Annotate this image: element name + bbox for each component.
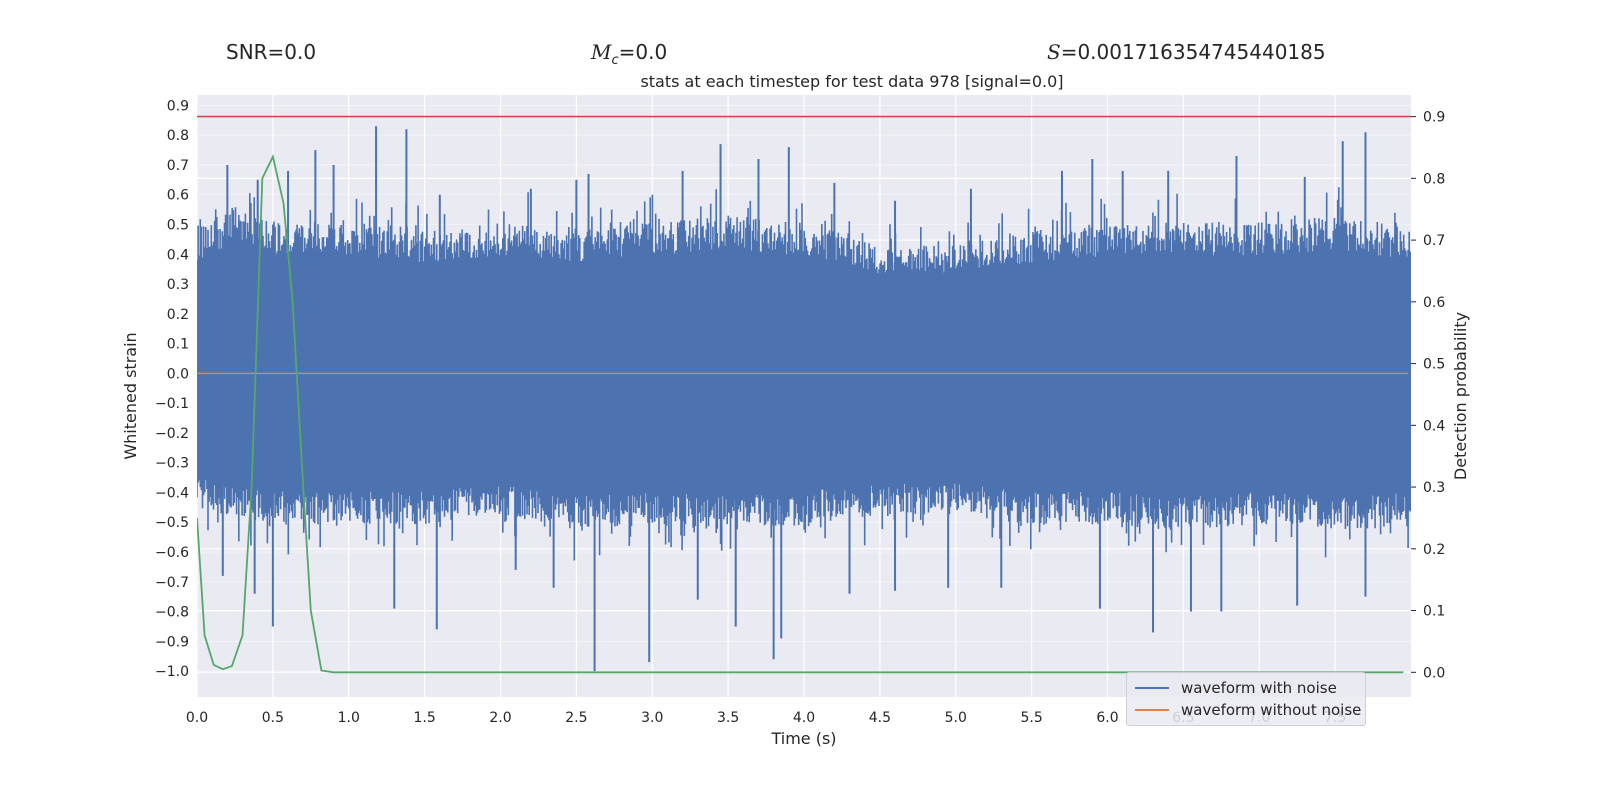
mc-subscript: c	[611, 53, 619, 68]
x-axis-label: Time (s)	[770, 729, 836, 748]
y-axis-label: Whitened strain	[121, 332, 140, 459]
snr-label: SNR=0.0	[226, 40, 317, 64]
legend-swatch-clean	[1135, 709, 1169, 711]
s-symbol: S	[1047, 40, 1061, 64]
y-tick-label: −0.8	[155, 605, 189, 621]
y-tick-label: −0.9	[155, 634, 189, 650]
legend: waveform with noise waveform without noi…	[1126, 672, 1366, 726]
detection-probability-line	[197, 154, 1404, 674]
legend-item-clean: waveform without noise	[1135, 700, 1361, 720]
x-tick-label: 0.0	[186, 710, 208, 726]
y-tick-label: −0.6	[155, 545, 189, 561]
y-tick-label: 0.7	[167, 158, 189, 174]
y-tick-label: −0.2	[155, 426, 189, 442]
x-tick-label: 6.0	[1096, 710, 1118, 726]
y-tick-label: −0.4	[155, 485, 189, 501]
y2-tick-label: 0.9	[1423, 110, 1445, 126]
y-tick-label: 0.2	[167, 307, 189, 323]
y-tick-label: −1.0	[155, 664, 189, 680]
s-statistic-label: S=0.001716354745440185	[1047, 40, 1326, 64]
x-tick-label: 3.5	[717, 710, 739, 726]
y2-tick-label: 0.8	[1423, 171, 1445, 187]
x-tick-label: 1.5	[413, 710, 435, 726]
y2-tick-label: 0.4	[1423, 418, 1445, 434]
y2-axis-label: Detection probability	[1451, 312, 1470, 480]
y2-tick-label: 0.1	[1423, 604, 1445, 620]
legend-label-clean: waveform without noise	[1181, 701, 1362, 719]
s-value: =0.001716354745440185	[1060, 40, 1326, 64]
legend-label-noisy: waveform with noise	[1181, 679, 1337, 697]
x-tick-label: 5.5	[1020, 710, 1042, 726]
series-layer	[197, 115, 1411, 674]
y-tick-label: −0.3	[155, 456, 189, 472]
y2-tick-label: 0.5	[1423, 357, 1445, 373]
y-tick-label: 0.8	[167, 128, 189, 144]
y-tick-label: 0.0	[167, 366, 189, 382]
mc-value: =0.0	[618, 40, 668, 64]
legend-swatch-noisy	[1135, 687, 1169, 689]
y2-tick-label: 0.6	[1423, 295, 1445, 311]
x-tick-label: 2.0	[489, 710, 511, 726]
x-tick-label: 4.0	[793, 710, 815, 726]
y-tick-label: −0.1	[155, 396, 189, 412]
y-tick-label: −0.5	[155, 515, 189, 531]
x-tick-label: 4.5	[869, 710, 891, 726]
x-tick-label: 0.5	[262, 710, 284, 726]
legend-item-noisy: waveform with noise	[1135, 678, 1337, 698]
y2-tick-label: 0.3	[1423, 480, 1445, 496]
y-tick-label: −0.7	[155, 575, 189, 591]
y-tick-label: 0.1	[167, 337, 189, 353]
y-tick-label: 0.5	[167, 218, 189, 234]
x-tick-label: 2.5	[565, 710, 587, 726]
y2-tick-label: 0.7	[1423, 233, 1445, 249]
chirp-mass-label: Mc=0.0	[591, 40, 667, 68]
mc-symbol: M	[591, 40, 612, 64]
x-tick-label: 5.0	[945, 710, 967, 726]
y-tick-label: 0.3	[167, 277, 189, 293]
y2-tick-label: 0.0	[1423, 665, 1445, 681]
chart-title: stats at each timestep for test data 978…	[640, 72, 1064, 91]
y-tick-label: 0.9	[167, 98, 189, 114]
x-tick-label: 1.0	[338, 710, 360, 726]
x-tick-label: 3.0	[641, 710, 663, 726]
y-tick-label: 0.6	[167, 188, 189, 204]
y-tick-label: 0.4	[167, 247, 189, 263]
y2-tick-label: 0.2	[1423, 542, 1445, 558]
